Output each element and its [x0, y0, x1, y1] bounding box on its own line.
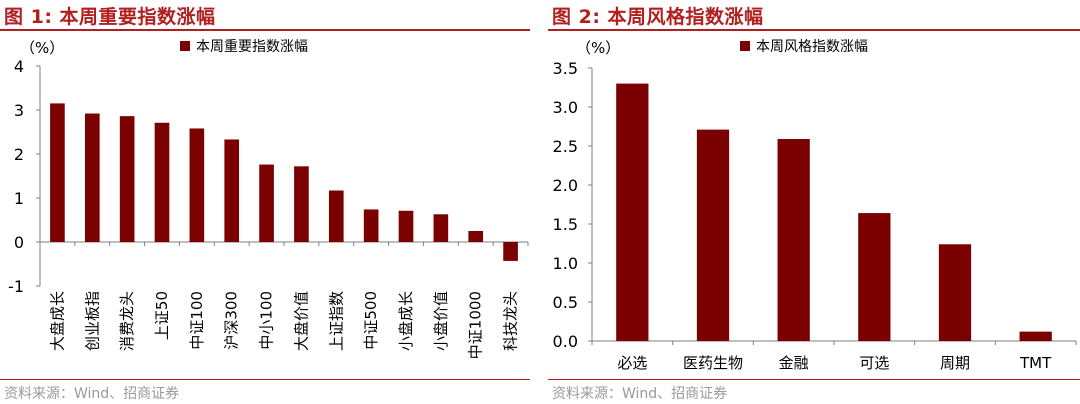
figure-2-title-rule: [548, 29, 1080, 31]
x-category-label: TMT: [1019, 354, 1052, 372]
figure-2: 图 2: 本周风格指数涨幅 （%） 本周风格指数涨幅 3.5 3.0 2.5 2.0 1.5…: [548, 0, 1080, 404]
x-category-label: 科技龙头: [502, 291, 520, 351]
x-category-label: 中小100: [258, 291, 276, 350]
legend-label: 本周风格指数涨幅: [756, 39, 868, 55]
bar: [363, 209, 379, 242]
x-category-label: 周期: [940, 354, 970, 372]
x-category-label: 中证100: [188, 291, 206, 350]
legend-label: 本周重要指数涨幅: [196, 39, 308, 55]
legend-swatch: [740, 41, 750, 51]
x-category-label: 医药生物: [683, 354, 743, 372]
bar: [468, 231, 484, 242]
bar: [224, 139, 240, 242]
x-category-label: 可选: [859, 354, 889, 372]
y-tick-label: -1: [8, 277, 24, 296]
bar: [154, 122, 170, 242]
x-category-label: 大盘价值: [292, 291, 310, 351]
y-tick-label: 2.0: [553, 176, 578, 195]
chart-2: （%） 本周风格指数涨幅 3.5 3.0 2.5 2.0 1.5 1.0 0.5 0.0 必选 医药生…: [553, 39, 1077, 372]
bar: [189, 128, 205, 242]
x-category-label: 必选: [617, 354, 647, 372]
bar: [328, 190, 344, 242]
bar: [503, 242, 518, 261]
bar: [50, 103, 65, 243]
y-tick-label: 2.5: [553, 137, 578, 156]
figure-2-title: 图 2: 本周风格指数涨幅: [552, 6, 764, 28]
y-tick-label: 1.0: [553, 254, 578, 273]
bar: [119, 116, 135, 242]
chart-1: （%） 本周重要指数涨幅 4 3 2 1 0 -1 大盘成长 创业板指 消费龙头 上证50 中证100 沪…: [8, 39, 529, 359]
y-tick-label: 3.5: [553, 59, 578, 78]
y-tick-label: 3: [14, 101, 24, 120]
bar: [1019, 331, 1052, 341]
x-category-label: 中证500: [362, 291, 380, 350]
figure-1: 图 1: 本周重要指数涨幅 （%） 本周重要指数涨幅 4 3 2 1 0 -1 大盘成长 创业板指…: [0, 0, 530, 404]
x-category-label: 小盘价值: [432, 291, 450, 351]
figure-2-source-rule: [548, 379, 1080, 380]
y-tick-label: 1.5: [553, 215, 578, 234]
bar: [433, 214, 449, 242]
x-category-label: 上证指数: [327, 291, 345, 351]
bar: [696, 129, 730, 341]
y-tick-label: 0.0: [553, 332, 578, 351]
figure-1-source-rule: [0, 379, 530, 380]
x-category-label: 中证1000: [467, 291, 485, 359]
x-category-label: 上证50: [153, 291, 171, 340]
bar: [84, 113, 100, 243]
figure-2-source: 资料来源：Wind、招商证券: [552, 386, 728, 402]
bar: [294, 166, 309, 242]
x-category-label: 大盘成长: [48, 291, 66, 351]
x-category-label: 消费龙头: [118, 291, 136, 351]
x-category-label: 创业板指: [83, 291, 101, 351]
y-unit-label: （%）: [576, 39, 620, 57]
figure-1-title: 图 1: 本周重要指数涨幅: [4, 6, 216, 28]
bar: [616, 83, 649, 341]
bar: [259, 164, 274, 242]
x-category-label: 小盘成长: [397, 291, 415, 351]
y-tick-label: 3.0: [553, 98, 578, 117]
figure-1-title-rule: [0, 29, 530, 31]
y-tick-label: 4: [14, 57, 24, 76]
bar: [858, 213, 891, 341]
y-tick-label: 1: [14, 189, 24, 208]
y-tick-label: 0.5: [553, 293, 578, 312]
bar: [398, 210, 414, 242]
y-tick-label: 0: [14, 233, 24, 252]
y-unit-label: （%）: [20, 39, 64, 57]
y-tick-label: 2: [14, 145, 24, 164]
figure-1-source: 资料来源：Wind、招商证券: [4, 386, 180, 402]
x-category-label: 沪深300: [223, 291, 241, 350]
legend-swatch: [180, 41, 190, 51]
bar: [777, 138, 810, 341]
x-category-label: 金融: [779, 354, 809, 372]
bar: [938, 244, 972, 341]
